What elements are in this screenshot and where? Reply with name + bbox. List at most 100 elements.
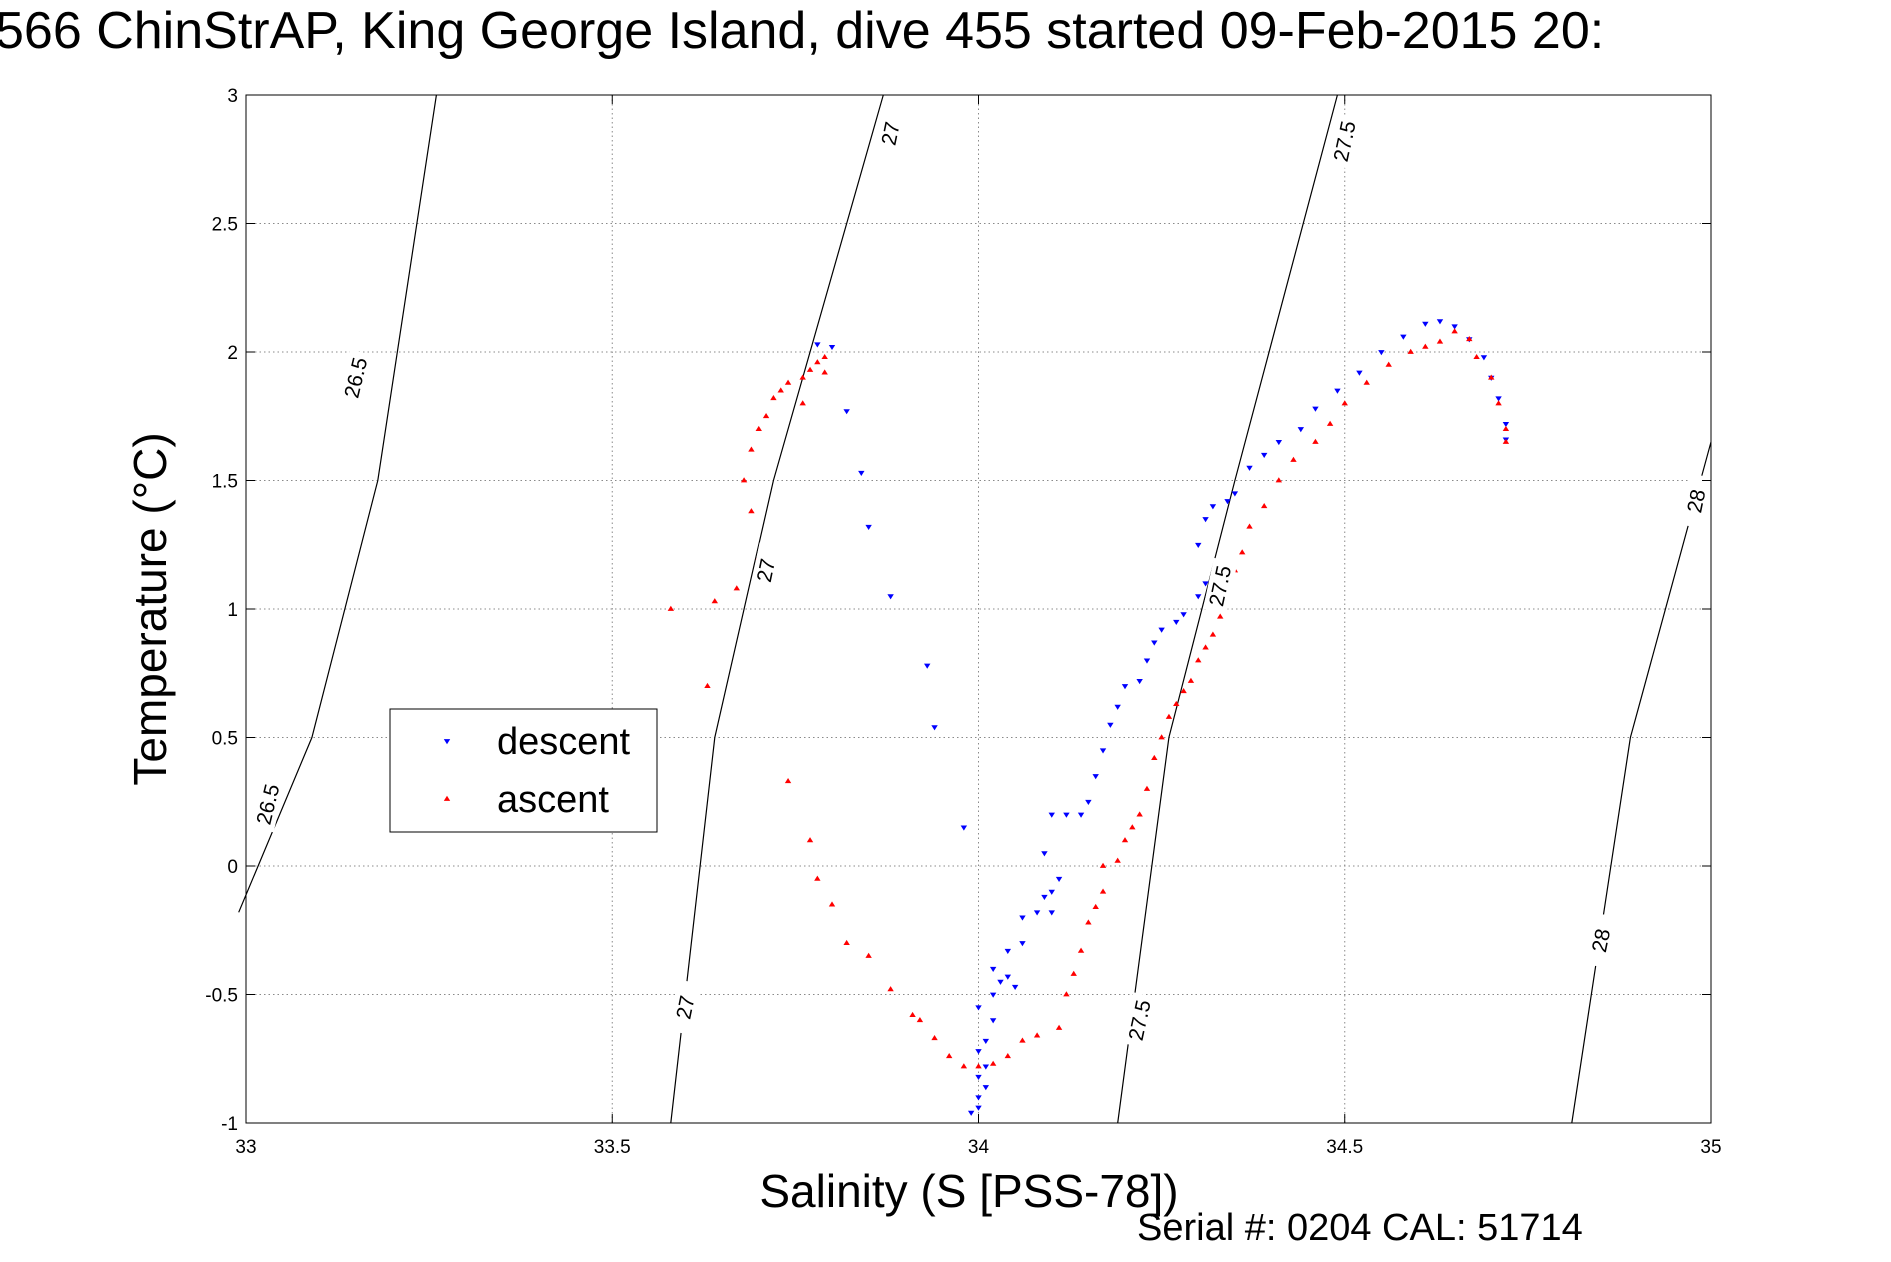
descent-marker: [1356, 370, 1363, 376]
ascent-marker: [733, 585, 740, 591]
ascent-marker: [1290, 456, 1297, 462]
descent-marker: [1436, 319, 1444, 325]
descent-marker: [982, 1038, 990, 1044]
descent-marker: [1502, 422, 1510, 428]
y-tick-label: 2: [227, 343, 238, 364]
descent-marker: [865, 524, 872, 530]
descent-marker: [1041, 851, 1048, 857]
ascent-marker: [762, 413, 770, 419]
descent-marker: [1143, 658, 1151, 664]
isopycnal-label-bg: [1203, 557, 1238, 614]
ascent-marker: [909, 1011, 916, 1017]
ascent-marker: [1195, 657, 1202, 663]
y-tick-label: 1.5: [212, 472, 238, 493]
ascent-marker: [1502, 425, 1510, 432]
ascent-marker: [1275, 477, 1283, 483]
descent-marker: [1260, 452, 1268, 458]
descent-marker: [975, 1105, 982, 1111]
y-tick-label: 2.5: [212, 215, 238, 236]
descent-marker: [1077, 812, 1085, 818]
ascent-marker: [1495, 400, 1502, 406]
ascent-marker: [1502, 438, 1510, 444]
ascent-marker: [960, 1063, 968, 1069]
x-tick-label: 33.5: [594, 1137, 631, 1158]
x-tick-label: 34: [968, 1137, 990, 1158]
descent-marker: [828, 344, 836, 351]
y-axis-label: Temperature (°C): [124, 432, 176, 785]
descent-marker: [1224, 499, 1231, 505]
isopycnal-label-bg: [1679, 473, 1714, 529]
descent-marker: [1275, 440, 1283, 446]
legend-label-ascent: ascent: [497, 779, 609, 821]
isopycnal-label-bg: [873, 105, 908, 162]
isopycnal-label: 27: [753, 557, 780, 585]
legend-label-descent: descent: [497, 721, 631, 763]
descent-marker: [1378, 350, 1385, 356]
descent-marker: [1180, 612, 1187, 618]
ascent-marker: [1180, 688, 1187, 694]
descent-marker: [1334, 388, 1341, 394]
ascent-marker: [1466, 335, 1473, 342]
descent-marker: [982, 1064, 990, 1070]
descent-marker: [1063, 812, 1070, 818]
descent-marker: [1004, 948, 1011, 955]
descent-marker: [1480, 355, 1488, 361]
ascent-marker: [1085, 919, 1092, 925]
descent-marker: [960, 825, 968, 831]
descent-marker: [858, 470, 865, 476]
isopycnal-label: 27: [877, 120, 904, 148]
descent-marker: [989, 966, 997, 972]
descent-marker: [1092, 774, 1099, 780]
isopycnal-line-27: [670, 94, 884, 1124]
ascent-marker: [784, 777, 792, 784]
axis-ticks: 33 33.5 34 34.5 35 -1 -0.5 0 0.5 1 1.5 2 2.5 3: [205, 86, 1721, 1158]
descent-marker: [887, 594, 894, 600]
descent-marker: [1085, 799, 1092, 805]
descent-marker: [975, 1074, 982, 1080]
chart-title: 566 ChinStrAP, King George Island, dive …: [0, 2, 1604, 60]
isopycnal-label-bg: [668, 979, 703, 1036]
ascent-marker: [1070, 970, 1077, 976]
ascent-marker: [1033, 1032, 1041, 1038]
ascent-marker: [1055, 1024, 1063, 1030]
descent-marker: [1041, 894, 1048, 901]
ascent-marker: [784, 379, 792, 385]
y-tick-label: -0.5: [205, 986, 238, 1007]
y-tick-label: 1: [227, 600, 238, 621]
ascent-marker: [989, 1060, 997, 1066]
ascent-marker: [1019, 1037, 1026, 1043]
y-tick-label: -1: [221, 1114, 238, 1135]
ascent-marker: [1165, 713, 1173, 719]
ascent-marker: [748, 446, 755, 452]
descent-marker: [1231, 491, 1239, 497]
ascent-marker: [799, 400, 806, 406]
ascent-marker: [1187, 677, 1195, 683]
descent-marker: [1019, 915, 1026, 921]
descent-marker: [1495, 396, 1502, 402]
ascent-marker: [711, 598, 718, 604]
ascent-marker: [1202, 644, 1209, 650]
isopycnal-label-bg: [1327, 113, 1362, 170]
ascent-marker: [777, 387, 784, 393]
ascent-marker: [1092, 903, 1099, 910]
ascent-marker: [843, 939, 850, 946]
ascent-marker: [1136, 811, 1143, 817]
y-tick-label: 0: [227, 857, 238, 878]
ascent-marker: [1173, 700, 1180, 707]
x-tick-label: 34.5: [1326, 1137, 1363, 1158]
descent-marker: [1121, 684, 1129, 690]
ascent-marker: [1246, 523, 1253, 529]
descent-marker: [975, 1095, 982, 1101]
ascent-marker: [704, 682, 711, 689]
y-tick-label: 3: [227, 86, 238, 107]
descent-marker: [1451, 324, 1458, 330]
ascent-marker: [1239, 549, 1246, 555]
ascent-marker: [814, 875, 821, 881]
ascent-marker: [1473, 353, 1480, 360]
ascent-marker: [1385, 361, 1392, 367]
isopycnal-label: 28: [1588, 927, 1615, 954]
y-tick-label: 0.5: [212, 729, 238, 750]
ascent-marker: [931, 1034, 938, 1041]
